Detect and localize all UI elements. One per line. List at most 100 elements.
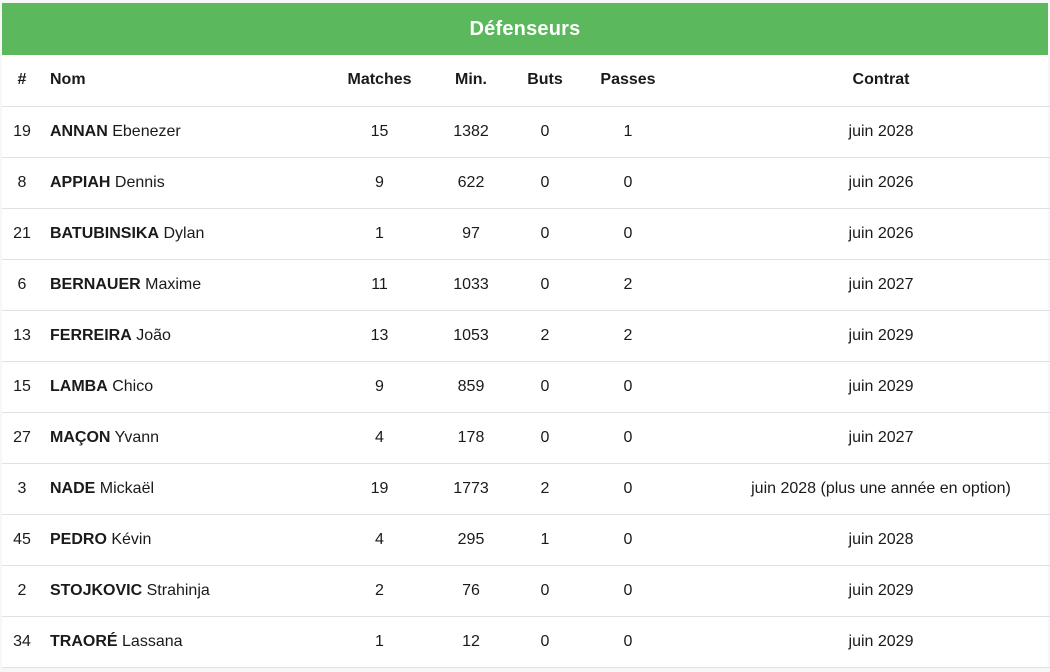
player-minutes: 1382: [422, 106, 520, 158]
player-assists: 0: [570, 463, 686, 515]
player-assists: 0: [570, 361, 686, 413]
player-firstname: Chico: [112, 377, 154, 395]
player-minutes: 1053: [422, 310, 520, 362]
player-row: 21 BATUBINSIKA Dylan 1 97 0 0 juin 2026: [2, 208, 1050, 260]
player-firstname: Kévin: [111, 530, 152, 548]
player-name: PEDRO Kévin: [42, 514, 337, 566]
player-lastname: FERREIRA: [50, 326, 132, 344]
player-lastname: ANNAN: [50, 122, 108, 140]
player-contract: juin 2029: [686, 310, 1050, 362]
player-assists: 1: [570, 106, 686, 158]
col-header-goals: Buts: [520, 55, 570, 107]
player-row: 3 NADE Mickaël 19 1773 2 0 juin 2028 (pl…: [2, 463, 1050, 515]
player-minutes: 97: [422, 208, 520, 260]
player-lastname: TRAORÉ: [50, 632, 118, 650]
col-header-name: Nom: [42, 55, 337, 107]
player-goals: 0: [520, 259, 570, 311]
player-goals: 0: [520, 361, 570, 413]
player-firstname: Mickaël: [99, 479, 155, 497]
players-stats-table: # Nom Matches Min. Buts Passes Contrat 1…: [2, 55, 1050, 668]
player-goals: 0: [520, 208, 570, 260]
player-firstname: Dylan: [163, 224, 205, 242]
col-header-minutes: Min.: [422, 55, 520, 107]
player-goals: 0: [520, 412, 570, 464]
player-name: FERREIRA João: [42, 310, 337, 362]
player-minutes: 12: [422, 616, 520, 668]
player-goals: 0: [520, 616, 570, 668]
player-goals: 1: [520, 514, 570, 566]
player-number: 2: [2, 565, 42, 617]
player-lastname: MAÇON: [50, 428, 111, 446]
player-number: 8: [2, 157, 42, 209]
player-matches: 19: [337, 463, 422, 515]
player-assists: 2: [570, 259, 686, 311]
player-row: 6 BERNAUER Maxime 11 1033 0 2 juin 2027: [2, 259, 1050, 311]
player-row: 19 ANNAN Ebenezer 15 1382 0 1 juin 2028: [2, 106, 1050, 158]
player-goals: 2: [520, 463, 570, 515]
player-contract: juin 2028 (plus une année en option): [686, 463, 1050, 515]
player-firstname: João: [136, 326, 171, 344]
player-goals: 0: [520, 157, 570, 209]
player-matches: 1: [337, 208, 422, 260]
player-matches: 13: [337, 310, 422, 362]
header-row: # Nom Matches Min. Buts Passes Contrat: [2, 55, 1050, 107]
player-number: 19: [2, 106, 42, 158]
player-name: MAÇON Yvann: [42, 412, 337, 464]
player-contract: juin 2028: [686, 106, 1050, 158]
player-assists: 0: [570, 208, 686, 260]
player-matches: 9: [337, 157, 422, 209]
player-matches: 2: [337, 565, 422, 617]
player-number: 13: [2, 310, 42, 362]
player-row: 45 PEDRO Kévin 4 295 1 0 juin 2028: [2, 514, 1050, 566]
col-header-contract: Contrat: [686, 55, 1050, 107]
player-minutes: 859: [422, 361, 520, 413]
player-assists: 0: [570, 514, 686, 566]
player-number: 6: [2, 259, 42, 311]
player-firstname: Yvann: [114, 428, 160, 446]
player-contract: juin 2026: [686, 208, 1050, 260]
player-name: BERNAUER Maxime: [42, 259, 337, 311]
player-contract: juin 2027: [686, 259, 1050, 311]
player-assists: 2: [570, 310, 686, 362]
col-header-assists: Passes: [570, 55, 686, 107]
player-minutes: 76: [422, 565, 520, 617]
player-assists: 0: [570, 412, 686, 464]
player-number: 45: [2, 514, 42, 566]
player-number: 34: [2, 616, 42, 668]
player-name: LAMBA Chico: [42, 361, 337, 413]
player-goals: 0: [520, 106, 570, 158]
player-row: 2 STOJKOVIC Strahinja 2 76 0 0 juin 2029: [2, 565, 1050, 617]
player-minutes: 622: [422, 157, 520, 209]
player-lastname: STOJKOVIC: [50, 581, 143, 599]
player-contract: juin 2029: [686, 565, 1050, 617]
player-lastname: NADE: [50, 479, 96, 497]
player-row: 27 MAÇON Yvann 4 178 0 0 juin 2027: [2, 412, 1050, 464]
player-lastname: APPIAH: [50, 173, 111, 191]
player-contract: juin 2029: [686, 616, 1050, 668]
player-minutes: 295: [422, 514, 520, 566]
player-name: TRAORÉ Lassana: [42, 616, 337, 668]
player-contract: juin 2029: [686, 361, 1050, 413]
table-title-bar: Défenseurs: [2, 3, 1048, 55]
player-number: 15: [2, 361, 42, 413]
player-firstname: Maxime: [145, 275, 202, 293]
player-firstname: Strahinja: [146, 581, 210, 599]
player-contract: juin 2027: [686, 412, 1050, 464]
player-matches: 4: [337, 514, 422, 566]
player-minutes: 178: [422, 412, 520, 464]
table-title: Défenseurs: [469, 17, 581, 40]
player-name: ANNAN Ebenezer: [42, 106, 337, 158]
player-matches: 15: [337, 106, 422, 158]
player-name: APPIAH Dennis: [42, 157, 337, 209]
player-contract: juin 2026: [686, 157, 1050, 209]
player-goals: 0: [520, 565, 570, 617]
player-name: NADE Mickaël: [42, 463, 337, 515]
player-lastname: LAMBA: [50, 377, 108, 395]
player-firstname: Lassana: [122, 632, 183, 650]
player-contract: juin 2028: [686, 514, 1050, 566]
col-header-number: #: [2, 55, 42, 107]
player-lastname: BERNAUER: [50, 275, 141, 293]
player-matches: 9: [337, 361, 422, 413]
defenders-table: Défenseurs # Nom Matches Min. Buts Passe…: [2, 3, 1050, 668]
player-row: 34 TRAORÉ Lassana 1 12 0 0 juin 2029: [2, 616, 1050, 668]
